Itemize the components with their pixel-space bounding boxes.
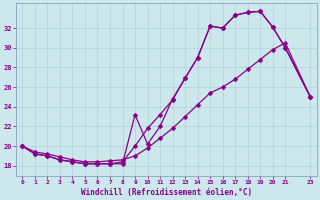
- X-axis label: Windchill (Refroidissement éolien,°C): Windchill (Refroidissement éolien,°C): [81, 188, 252, 197]
